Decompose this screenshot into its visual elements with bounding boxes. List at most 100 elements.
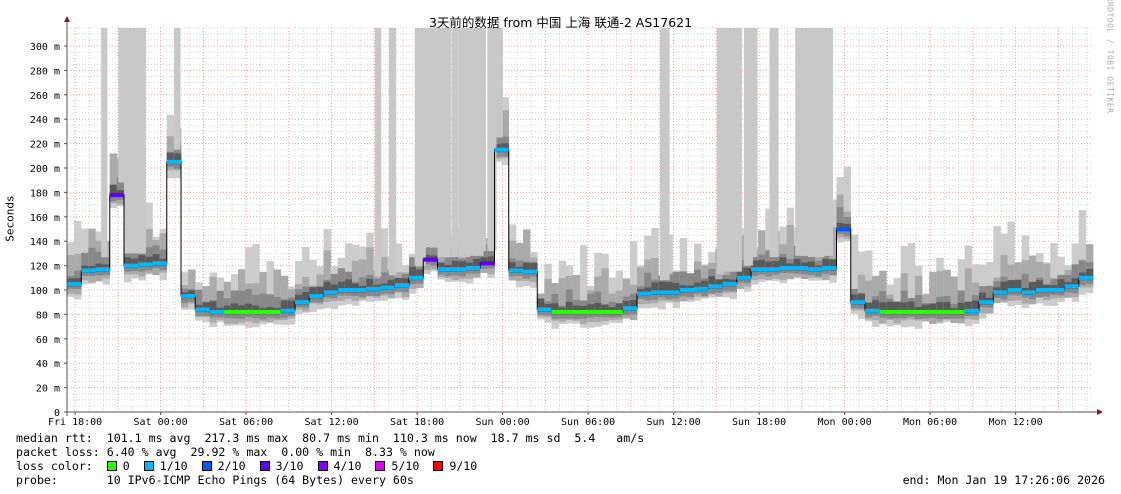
median-point [979, 300, 994, 305]
median-point [323, 290, 338, 295]
rrdtool-watermark: RRDTOOL / TOBI OETIKER [1105, 0, 1115, 114]
median-point [608, 309, 623, 314]
smoke-band [273, 269, 282, 321]
smoke-band [409, 266, 417, 281]
median-point [124, 263, 139, 268]
smoke-band [615, 303, 624, 315]
median-point [850, 300, 865, 305]
smoke-band [209, 276, 217, 323]
median-point [295, 300, 310, 305]
smoke-band [751, 260, 759, 272]
median-point [223, 309, 238, 314]
smoke-band [416, 269, 424, 281]
smoke-band [815, 238, 823, 278]
smoke-spike [815, 28, 825, 258]
smoke-band [772, 261, 780, 272]
smoke-band [487, 256, 495, 266]
smoke-band [637, 267, 645, 305]
x-tick-label: Mon 06:00 [903, 417, 957, 428]
smoke-band [152, 254, 160, 266]
y-tick-label: 220 m [30, 140, 60, 151]
smoke-band [195, 289, 203, 316]
smoke-spike [769, 28, 779, 258]
median-point [708, 284, 723, 289]
loss-color-item: 0 [106, 459, 130, 473]
smoke-band [131, 258, 139, 269]
loss-color-swatch [259, 461, 270, 471]
smoke-band [850, 294, 859, 305]
median-point [152, 261, 167, 266]
smoke-band [971, 300, 980, 314]
smoke-band [1071, 278, 1080, 289]
smoke-band [67, 254, 75, 294]
smoke-band [138, 255, 146, 267]
smoke-spike [808, 28, 819, 258]
smoke-band [993, 226, 1001, 303]
x-tick-label: Mon 00:00 [818, 417, 872, 428]
loss-color-text: 1/10 [159, 459, 188, 473]
smoke-band [366, 278, 374, 292]
median-point [138, 262, 153, 267]
smoke-band [686, 273, 695, 298]
smoke-spike [374, 28, 382, 277]
smoke-spike [451, 28, 459, 258]
smoke-band [1007, 221, 1015, 307]
smoke-band [601, 268, 609, 322]
loss-color-swatch [433, 461, 444, 471]
smoke-band [487, 243, 495, 269]
smoke-band [330, 284, 339, 295]
smoke-band [287, 300, 296, 314]
x-tick-label: Sun 06:00 [561, 417, 615, 428]
smoke-band [964, 268, 973, 320]
median-point [950, 309, 965, 314]
smoke-band [708, 276, 716, 289]
smoke-band [665, 282, 673, 295]
median-point [352, 288, 367, 292]
smoke-band [758, 259, 766, 272]
y-axis-label: Seconds [3, 195, 17, 242]
smoke-spike [430, 28, 440, 248]
smoke-band [907, 301, 916, 315]
median-point [679, 288, 694, 292]
median-point [181, 294, 196, 299]
median-point [523, 269, 538, 274]
x-axis-arrow [1097, 409, 1103, 415]
smoke-band [116, 177, 125, 200]
smoke-band [501, 110, 510, 158]
smoke-band [879, 302, 887, 315]
smoke-band [736, 267, 745, 281]
smoke-band [280, 300, 289, 314]
smoke-band [423, 243, 431, 265]
grid [67, 27, 1093, 412]
smoke-band [594, 302, 602, 315]
y-tick-label: 140 m [30, 237, 60, 248]
x-tick-label: Sun 18:00 [732, 417, 786, 428]
loss-color-text: 5/10 [391, 459, 420, 473]
smoke-band [715, 279, 723, 289]
smoke-band [238, 305, 246, 315]
smoke-band [679, 271, 688, 297]
y-tick-label: 40 m [36, 359, 60, 370]
smoke-band [252, 305, 260, 315]
smoke-band [629, 300, 638, 311]
smoke-band [658, 281, 666, 295]
y-axis-arrow [64, 16, 70, 22]
smoke-band [1028, 255, 1037, 305]
median-point [109, 192, 124, 197]
median-point [865, 308, 880, 313]
median-point [280, 308, 295, 313]
smoke-band [558, 278, 567, 322]
smoke-spike [101, 28, 108, 258]
y-tick-label: 200 m [30, 164, 60, 175]
loss-color-item: 1/10 [143, 459, 188, 473]
smoke-band [245, 288, 253, 318]
smoke-band [344, 279, 353, 293]
smoke-band [202, 302, 210, 312]
median-point [694, 286, 709, 291]
smoke-band [843, 166, 852, 242]
median-point [751, 267, 766, 272]
smoke-band [458, 261, 467, 272]
x-tick-label: Sat 06:00 [219, 417, 273, 428]
smoke-band [943, 302, 951, 315]
smoke-band [209, 301, 217, 315]
